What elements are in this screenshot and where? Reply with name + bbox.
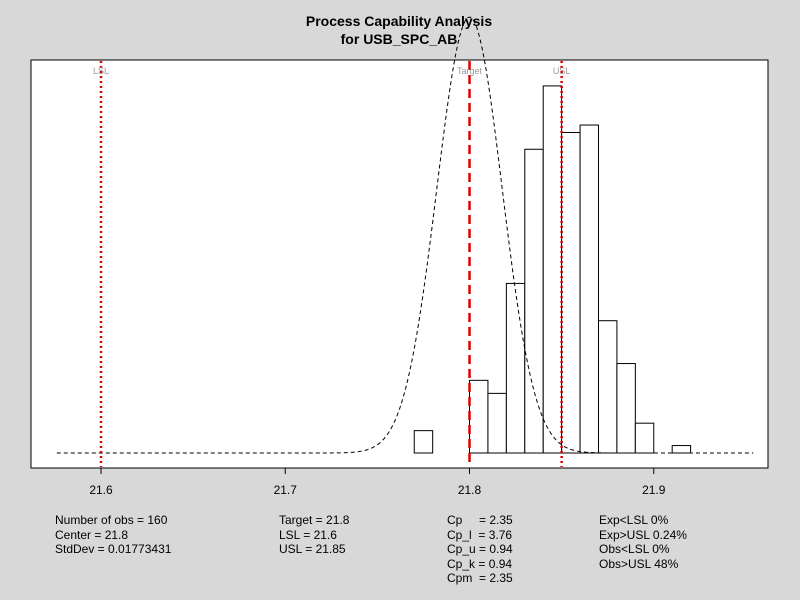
histogram-bar-4 — [487, 392, 507, 454]
histogram-bar-0 — [413, 430, 434, 454]
stats-column-obs: Number of obs = 160 Center = 21.8 StdDev… — [55, 513, 171, 557]
stat-cp-k: Cp_k = 0.94 — [447, 556, 513, 571]
x-tick-label-3: 21.9 — [642, 483, 666, 497]
spec-label-lsl: LSL — [93, 66, 109, 76]
histogram-bar-8 — [561, 131, 581, 454]
x-tick-label-2: 21.8 — [458, 483, 482, 497]
histogram-bar-14 — [671, 445, 692, 454]
histogram-bar-3 — [469, 379, 489, 454]
spec-label-target: Target — [457, 66, 483, 76]
stat-exp-usl: Exp>USL 0.24% — [599, 527, 687, 542]
chart-subtitle: for USB_SPC_AB — [341, 31, 458, 47]
stat-number-of-obs: Number of obs = 160 — [55, 513, 168, 527]
x-tick-label-1: 21.7 — [274, 483, 298, 497]
histogram-bar-11 — [616, 363, 636, 454]
histogram-bar-9 — [579, 124, 599, 454]
histogram-bar-12 — [634, 422, 655, 454]
stat-cp-l: Cp_l = 3.76 — [447, 527, 513, 542]
stats-column-percent: Exp<LSL 0% Exp>USL 0.24% Obs<LSL 0% Obs>… — [599, 513, 687, 571]
stats-column-spec: Target = 21.8 LSL = 21.6 USL = 21.85 — [279, 513, 349, 557]
stat-target: Target = 21.8 — [279, 513, 350, 527]
stat-cp-u: Cp_u = 0.94 — [447, 542, 513, 556]
spec-lines: LSL Target USL — [93, 61, 570, 467]
chart-title: Process Capability Analysis — [306, 13, 492, 29]
stat-stddev: StdDev = 0.01773431 — [55, 542, 172, 556]
stats-column-capability: Cp = 2.35 Cp_l = 3.76 Cp_u = 0.94 Cp_k =… — [447, 513, 513, 586]
plot-area — [30, 59, 769, 469]
stat-obs-usl: Obs>USL 48% — [599, 556, 679, 571]
stat-exp-lsl: Exp<LSL 0% — [599, 513, 669, 527]
stat-lsl: LSL = 21.6 — [279, 527, 337, 542]
histogram-bar-5 — [505, 282, 526, 454]
histogram-bar-7 — [542, 85, 563, 454]
spec-label-usl: USL — [553, 66, 571, 76]
stat-center: Center = 21.8 — [55, 527, 129, 542]
histogram-bar-10 — [597, 320, 618, 454]
x-axis: 21.6 21.7 21.8 21.9 — [89, 468, 666, 497]
stat-cpm: Cpm = 2.35 — [447, 571, 513, 585]
stat-obs-lsl: Obs<LSL 0% — [599, 542, 670, 556]
stat-cp: Cp = 2.35 — [447, 513, 513, 527]
histogram-bars — [413, 85, 692, 454]
x-tick-label-0: 21.6 — [89, 483, 113, 497]
stat-usl: USL = 21.85 — [279, 542, 346, 556]
histogram-bar-6 — [524, 148, 544, 454]
